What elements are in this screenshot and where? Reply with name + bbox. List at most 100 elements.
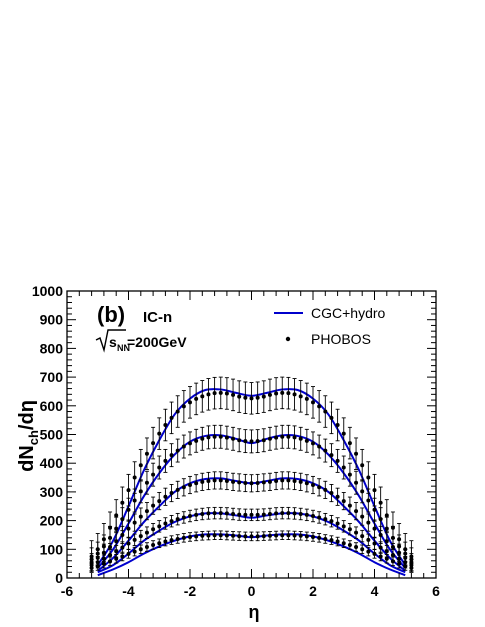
- data-point: [311, 514, 315, 519]
- data-point: [218, 434, 223, 439]
- data-point: [311, 483, 315, 488]
- energy-sub: NN: [117, 343, 130, 353]
- data-point: [255, 481, 260, 486]
- data-point: [360, 489, 365, 494]
- data-point: [138, 534, 143, 539]
- energy-value: =200GeV: [127, 334, 187, 350]
- data-point: [163, 494, 168, 499]
- data-point: [206, 392, 211, 397]
- data-point: [163, 521, 168, 526]
- data-point: [329, 415, 334, 420]
- data-point: [194, 481, 199, 486]
- data-point: [237, 480, 242, 485]
- data-point: [114, 556, 119, 561]
- data-point: [354, 545, 359, 550]
- data-point: [317, 515, 322, 520]
- data-point: [188, 400, 192, 405]
- data-point: [206, 533, 211, 538]
- data-point: [138, 547, 143, 552]
- data-point: [292, 533, 297, 538]
- data-point: [323, 409, 328, 414]
- data-point: [89, 554, 94, 559]
- data-point: [175, 409, 180, 414]
- data-point: [292, 511, 297, 516]
- data-point: [304, 534, 309, 539]
- data-point: [144, 509, 149, 514]
- data-point: [267, 436, 272, 441]
- data-point: [169, 491, 174, 496]
- data-point: [212, 511, 217, 516]
- data-point: [298, 394, 303, 399]
- data-point: [169, 519, 174, 524]
- data-point: [181, 535, 186, 540]
- data-point: [292, 392, 297, 397]
- sqrt-sign: [95, 329, 126, 353]
- data-point: [261, 512, 266, 517]
- data-point: [157, 499, 162, 504]
- data-point: [323, 487, 328, 492]
- data-point: [311, 400, 315, 405]
- data-point: [280, 533, 285, 538]
- data-point: [378, 545, 383, 550]
- data-point: [243, 395, 248, 400]
- data-point: [341, 431, 346, 436]
- data-point: [403, 547, 408, 552]
- data-point: [243, 439, 248, 444]
- data-point: [120, 554, 125, 559]
- data-point: [224, 511, 229, 516]
- data-point: [194, 438, 199, 443]
- data-point: [120, 545, 125, 550]
- data-point: [95, 547, 100, 552]
- data-point: [200, 394, 205, 399]
- data-point: [390, 525, 395, 530]
- data-point: [378, 554, 383, 559]
- data-point: [243, 512, 248, 517]
- data-point: [298, 533, 303, 538]
- data-point: [175, 487, 180, 492]
- data-point: [280, 511, 285, 516]
- data-point: [335, 539, 340, 544]
- data-point: [317, 404, 322, 409]
- phobos-points: [89, 376, 414, 573]
- data-point: [384, 556, 389, 561]
- data-point: [138, 514, 143, 519]
- data-point: [274, 511, 279, 516]
- data-point: [323, 536, 328, 541]
- data-point: [304, 512, 309, 517]
- data-point: [218, 390, 223, 395]
- data-point: [249, 534, 254, 539]
- data-point: [157, 541, 162, 546]
- data-point: [212, 533, 217, 538]
- data-point: [286, 391, 291, 396]
- data-point: [132, 475, 137, 480]
- data-point: [157, 524, 162, 529]
- data-point: [231, 511, 236, 516]
- data-point: [206, 511, 211, 516]
- data-point: [138, 489, 143, 494]
- data-point: [163, 458, 168, 463]
- data-point: [286, 434, 291, 439]
- data-point: [188, 483, 192, 488]
- data-point: [194, 396, 199, 401]
- data-point: [212, 434, 217, 439]
- legend-label-model: CGC+hydro: [311, 305, 386, 321]
- data-point: [237, 438, 242, 443]
- y-tick-label: 900: [40, 312, 64, 328]
- data-point: [298, 436, 303, 441]
- data-point: [151, 472, 156, 477]
- phobos-series-5: [89, 376, 414, 573]
- data-point: [200, 533, 205, 538]
- data-point: [163, 539, 168, 544]
- y-tick-label: 1000: [32, 283, 63, 299]
- data-point: [366, 549, 371, 554]
- y-tick-label: 400: [40, 455, 64, 471]
- data-point: [304, 438, 309, 443]
- y-tick-label: 500: [40, 427, 64, 443]
- data-point: [274, 391, 279, 396]
- y-title-suffix: /dη: [16, 400, 38, 430]
- data-point: [329, 538, 334, 543]
- data-point: [335, 521, 340, 526]
- data-point: [372, 526, 377, 531]
- data-point: [286, 511, 291, 516]
